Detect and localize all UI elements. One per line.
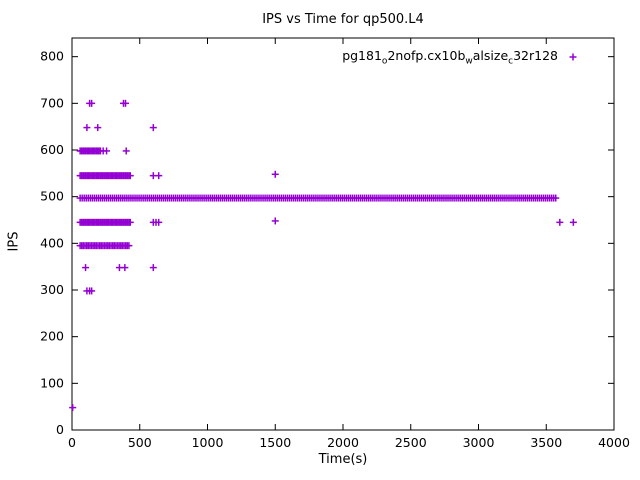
legend-label: pg181o2nofp.cx10bwalsizec32r128 <box>342 48 558 67</box>
x-tick-label: 1500 <box>259 435 291 450</box>
x-tick-label: 1000 <box>192 435 224 450</box>
y-tick-label: 700 <box>40 95 64 110</box>
y-tick-label: 400 <box>40 235 64 250</box>
x-tick-label: 3000 <box>463 435 495 450</box>
legend-sample-marker <box>569 53 577 61</box>
y-tick-label: 200 <box>40 329 64 344</box>
chart-title: IPS vs Time for qp500.L4 <box>262 12 424 27</box>
x-tick-label: 500 <box>128 435 152 450</box>
x-tick-label: 0 <box>68 435 76 450</box>
y-tick-label: 800 <box>40 49 64 64</box>
x-tick-label: 2000 <box>327 435 359 450</box>
data-points <box>69 99 577 412</box>
x-tick-label: 2500 <box>395 435 427 450</box>
x-tick-label: 4000 <box>598 435 630 450</box>
y-tick-label: 100 <box>40 375 64 390</box>
x-tick-label: 3500 <box>530 435 562 450</box>
y-tick-label: 300 <box>40 282 64 297</box>
y-tick-label: 600 <box>40 142 64 157</box>
x-axis-label: Time(s) <box>318 452 368 467</box>
y-tick-label: 0 <box>56 422 64 437</box>
y-tick-label: 500 <box>40 189 64 204</box>
plot-border <box>71 37 615 431</box>
